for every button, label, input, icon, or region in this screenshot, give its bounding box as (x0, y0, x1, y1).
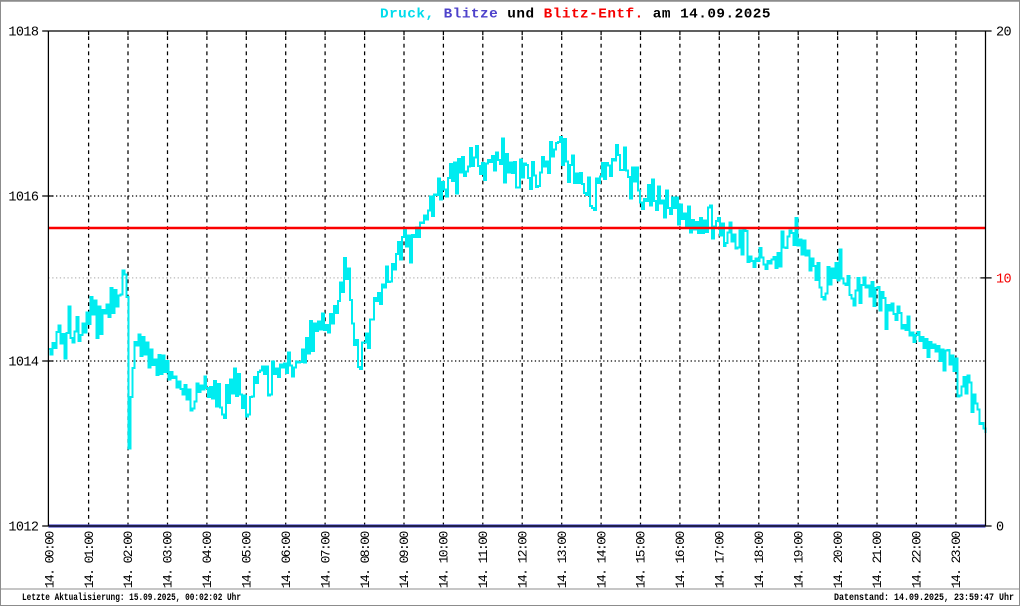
svg-text:14. 14:00: 14. 14:00 (594, 532, 609, 589)
svg-text:Druck, Blitze und Blitz-Entf.: Druck, Blitze und Blitz-Entf. am 14.09.2… (380, 7, 771, 23)
svg-text:14. 07:00: 14. 07:00 (318, 532, 333, 589)
svg-text:1016: 1016 (8, 190, 38, 205)
svg-text:14. 01:00: 14. 01:00 (82, 532, 97, 589)
svg-text:14. 23:00: 14. 23:00 (949, 532, 964, 589)
svg-text:14. 03:00: 14. 03:00 (161, 532, 176, 589)
svg-text:14. 19:00: 14. 19:00 (791, 532, 806, 589)
svg-text:14. 00:00: 14. 00:00 (42, 532, 57, 589)
svg-text:Letzte Aktualisierung: 15.09.2: Letzte Aktualisierung: 15.09.2025, 00:02… (22, 592, 241, 604)
svg-text:14. 20:00: 14. 20:00 (831, 532, 846, 589)
svg-text:20: 20 (996, 25, 1011, 40)
svg-text:1012: 1012 (8, 520, 38, 535)
svg-text:14. 06:00: 14. 06:00 (279, 532, 294, 589)
svg-text:14. 09:00: 14. 09:00 (397, 532, 412, 589)
svg-text:14. 08:00: 14. 08:00 (358, 532, 373, 589)
svg-text:14. 10:00: 14. 10:00 (437, 532, 452, 589)
svg-text:14. 16:00: 14. 16:00 (673, 532, 688, 589)
svg-text:1018: 1018 (8, 25, 38, 40)
svg-text:Datenstand: 14.09.2025, 23:59:: Datenstand: 14.09.2025, 23:59:47 Uhr (834, 592, 1014, 604)
svg-text:14. 18:00: 14. 18:00 (752, 532, 767, 589)
svg-text:14. 13:00: 14. 13:00 (555, 532, 570, 589)
svg-text:14. 05:00: 14. 05:00 (240, 532, 255, 589)
svg-text:1014: 1014 (8, 355, 38, 370)
svg-text:14. 15:00: 14. 15:00 (634, 532, 649, 589)
svg-text:14. 12:00: 14. 12:00 (515, 532, 530, 589)
svg-text:14. 04:00: 14. 04:00 (200, 532, 215, 589)
svg-text:14. 17:00: 14. 17:00 (713, 532, 728, 589)
svg-text:0: 0 (996, 520, 1004, 535)
svg-text:14. 11:00: 14. 11:00 (476, 532, 491, 589)
svg-text:14. 22:00: 14. 22:00 (910, 532, 925, 589)
svg-text:14. 02:00: 14. 02:00 (121, 532, 136, 589)
svg-text:10: 10 (996, 272, 1011, 287)
svg-text:14. 21:00: 14. 21:00 (870, 532, 885, 589)
